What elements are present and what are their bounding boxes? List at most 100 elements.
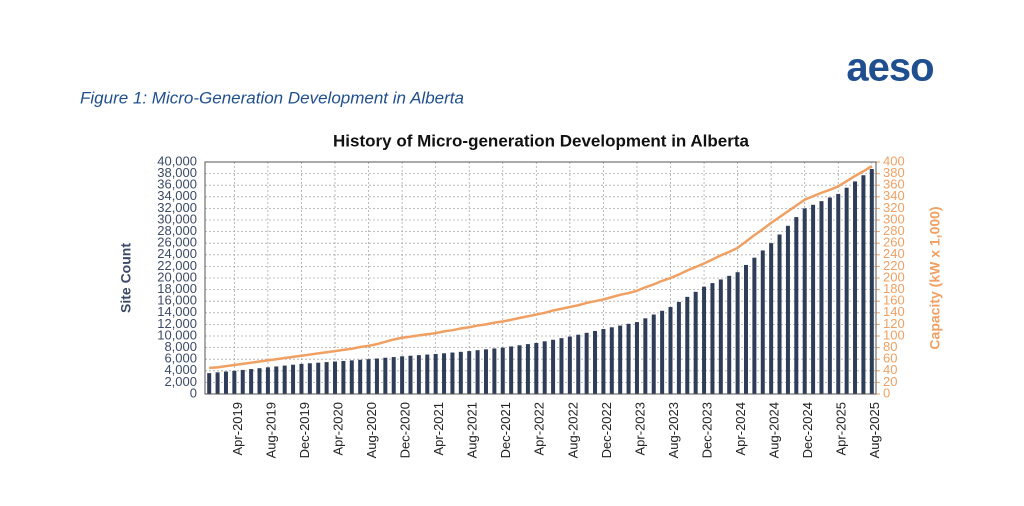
bar <box>777 234 782 394</box>
x-tick-label: Apr-2023 <box>632 402 647 455</box>
y2-tick-label: 280 <box>883 223 905 238</box>
bar <box>257 368 262 394</box>
bar <box>551 339 556 394</box>
bar <box>408 355 413 394</box>
bar <box>232 370 237 394</box>
x-tick-label: Aug-2022 <box>565 402 580 458</box>
y-tick-label: 30,000 <box>157 211 197 226</box>
bar <box>634 322 639 394</box>
bar <box>609 327 614 394</box>
x-tick-label: Apr-2022 <box>532 402 547 455</box>
bar <box>492 348 497 394</box>
bar <box>358 359 363 394</box>
bar <box>601 329 606 394</box>
y2-tick-label: 0 <box>883 385 890 400</box>
bar <box>626 323 631 394</box>
bar <box>827 197 832 394</box>
bar <box>685 296 690 394</box>
bar <box>240 369 245 394</box>
bar <box>500 347 505 394</box>
x-tick-label: Dec-2022 <box>599 402 614 458</box>
x-tick-label: Dec-2019 <box>297 402 312 458</box>
y2-tick-label: 340 <box>883 188 905 203</box>
bar <box>593 330 598 394</box>
y2-tick-label: 380 <box>883 165 905 180</box>
y-tick-label: 4,000 <box>164 362 197 377</box>
bar <box>567 336 572 394</box>
x-tick-label: Dec-2023 <box>699 402 714 458</box>
bar <box>727 275 732 394</box>
bar <box>483 349 488 394</box>
x-tick-label: Aug-2024 <box>767 402 782 458</box>
x-tick-label: Aug-2023 <box>666 402 681 458</box>
bar <box>643 318 648 394</box>
bar <box>207 373 212 394</box>
bar <box>819 201 824 394</box>
y-tick-label: 40,000 <box>157 153 197 168</box>
bar <box>349 360 354 394</box>
bar <box>467 351 472 394</box>
y-tick-label: 36,000 <box>157 177 197 192</box>
bar <box>223 371 228 394</box>
bar <box>307 363 312 394</box>
x-tick-label: Apr-2024 <box>733 402 748 455</box>
bar <box>559 338 564 394</box>
y-tick-label: 12,000 <box>157 316 197 331</box>
bar <box>391 357 396 394</box>
bar <box>265 367 270 394</box>
x-tick-label: Aug-2019 <box>263 402 278 458</box>
chart-title: History of Micro-generation Development … <box>333 131 749 150</box>
bar <box>710 283 715 394</box>
y-tick-label: 10,000 <box>157 327 197 342</box>
bar <box>844 187 849 394</box>
bar <box>341 360 346 394</box>
bar <box>794 217 799 394</box>
y-tick-label: 18,000 <box>157 281 197 296</box>
bar <box>450 352 455 394</box>
bar <box>425 354 430 394</box>
y2-tick-label: 400 <box>883 153 905 168</box>
x-tick-label: Apr-2025 <box>834 402 849 455</box>
y-tick-label: 28,000 <box>157 223 197 238</box>
y2-tick-label: 120 <box>883 316 905 331</box>
bar <box>316 362 321 394</box>
capacity-line <box>209 164 873 370</box>
y2-tick-label: 260 <box>883 235 905 250</box>
y2-tick-label: 240 <box>883 246 905 261</box>
y2-tick-label: 320 <box>883 200 905 215</box>
bar <box>291 364 296 394</box>
y-tick-label: 2,000 <box>164 374 197 389</box>
bar <box>651 314 656 394</box>
x-tick-label: Apr-2019 <box>230 402 245 455</box>
bar <box>400 356 405 394</box>
bar <box>718 279 723 394</box>
y2-tick-label: 100 <box>883 327 905 342</box>
bar <box>324 362 329 394</box>
x-tick-label: Aug-2020 <box>364 402 379 458</box>
x-tick-label: Apr-2021 <box>431 402 446 455</box>
y2-tick-label: 140 <box>883 304 905 319</box>
y-tick-label: 24,000 <box>157 246 197 261</box>
bar <box>584 332 589 394</box>
y-tick-label: 38,000 <box>157 165 197 180</box>
bar <box>517 345 522 394</box>
y2-tick-label: 300 <box>883 211 905 226</box>
y-tick-label: 6,000 <box>164 351 197 366</box>
bar <box>735 272 740 394</box>
bar <box>475 350 480 394</box>
bar <box>752 257 757 394</box>
bar <box>853 181 858 394</box>
y-tick-label: 20,000 <box>157 269 197 284</box>
bar <box>811 204 816 394</box>
bar <box>861 175 866 394</box>
bar <box>693 291 698 394</box>
y2-tick-label: 180 <box>883 281 905 296</box>
x-tick-label: Dec-2024 <box>800 402 815 458</box>
y2-tick-label: 220 <box>883 258 905 273</box>
bar <box>769 243 774 394</box>
y2-axis-label: Capacity (kW x 1,000) <box>927 206 943 349</box>
bar <box>785 225 790 394</box>
bar <box>416 355 421 394</box>
